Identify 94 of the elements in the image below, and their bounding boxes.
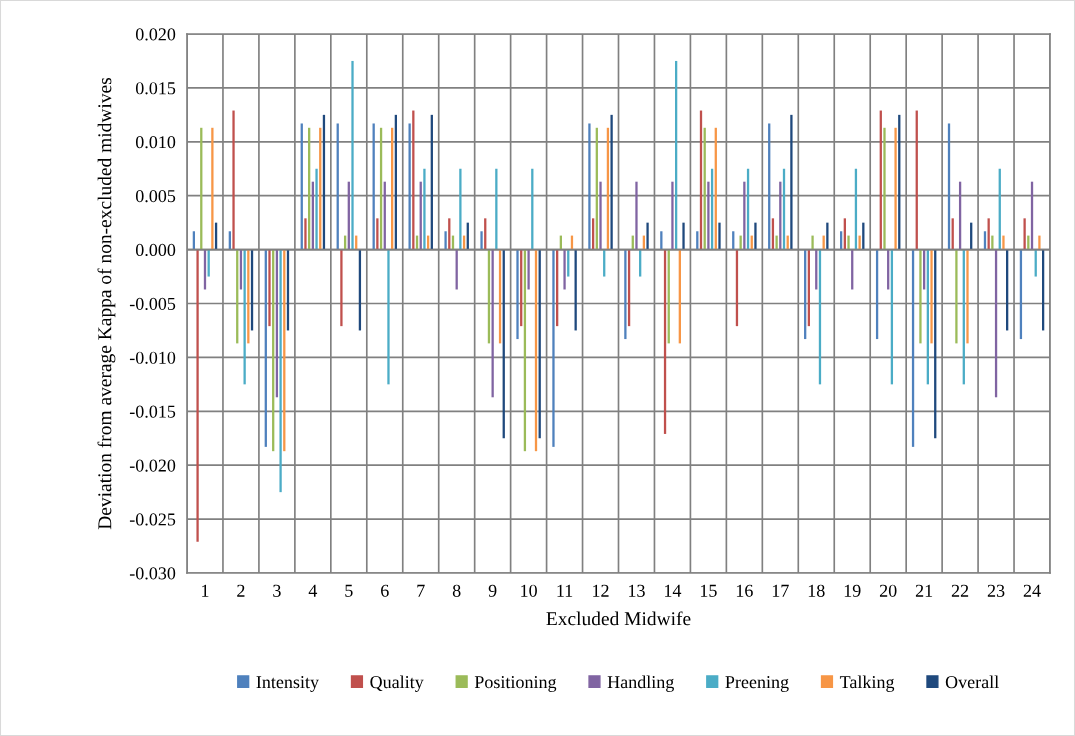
x-tick-label: 11 bbox=[557, 584, 573, 597]
bar bbox=[491, 249, 494, 398]
x-tick-label: 23 bbox=[987, 584, 1005, 597]
bar bbox=[790, 114, 793, 250]
bar bbox=[387, 249, 390, 385]
bar bbox=[196, 249, 199, 542]
bar bbox=[351, 60, 354, 250]
bar bbox=[682, 222, 685, 250]
x-tick-label: 22 bbox=[951, 584, 969, 597]
y-axis-title: Deviation from average Kappa of non-excluded midwives bbox=[97, 77, 116, 530]
legend-label: Positioning bbox=[474, 676, 557, 692]
bar bbox=[646, 222, 649, 250]
y-tick-label: -0.030 bbox=[129, 567, 176, 580]
bar bbox=[811, 235, 814, 250]
bar bbox=[955, 249, 958, 344]
x-tick-label: 16 bbox=[736, 584, 753, 597]
y-tick-label: -0.015 bbox=[129, 405, 176, 418]
bar bbox=[480, 231, 483, 250]
bar bbox=[588, 123, 591, 250]
bar bbox=[775, 235, 778, 250]
x-tick-label: 5 bbox=[345, 584, 353, 597]
bar bbox=[894, 127, 897, 250]
x-tick-label: 19 bbox=[844, 584, 861, 597]
bar bbox=[444, 231, 447, 250]
bar bbox=[991, 235, 994, 250]
x-tick-label: 14 bbox=[665, 584, 682, 597]
x-tick-label: 15 bbox=[700, 584, 717, 597]
x-axis-title: Excluded Midwife bbox=[546, 611, 691, 626]
bar bbox=[243, 249, 246, 385]
bar bbox=[304, 218, 307, 250]
x-tick-label: 12 bbox=[593, 584, 609, 597]
x-tick-label: 1 bbox=[202, 584, 209, 597]
bar bbox=[1023, 218, 1026, 250]
y-tick-label: 0.015 bbox=[135, 82, 176, 95]
bar bbox=[516, 249, 519, 340]
legend-label: Quality bbox=[370, 675, 424, 692]
bar bbox=[671, 181, 674, 250]
bar bbox=[552, 249, 555, 447]
x-tick-label: 7 bbox=[417, 584, 425, 597]
x-tick-label: 2 bbox=[237, 584, 245, 597]
bar bbox=[459, 168, 462, 250]
x-tick-label: 9 bbox=[488, 584, 497, 597]
bar bbox=[743, 181, 746, 250]
bar bbox=[211, 127, 214, 250]
x-tick-label: 3 bbox=[273, 584, 281, 597]
x-tick-label: 24 bbox=[1023, 584, 1041, 597]
bar bbox=[340, 249, 343, 327]
bar bbox=[599, 181, 602, 250]
bar bbox=[1038, 235, 1041, 250]
bar bbox=[930, 249, 933, 344]
bar bbox=[610, 114, 613, 250]
y-tick-label: -0.025 bbox=[129, 513, 176, 526]
legend-label: Handling bbox=[607, 675, 674, 692]
bar bbox=[718, 222, 721, 250]
legend-label: Overall bbox=[945, 675, 999, 689]
bar bbox=[624, 249, 627, 340]
x-tick-label: 6 bbox=[381, 584, 389, 597]
bar bbox=[858, 235, 861, 250]
bar bbox=[268, 249, 271, 327]
x-tick-label: 21 bbox=[915, 584, 933, 597]
bar bbox=[1002, 235, 1005, 250]
bar bbox=[919, 249, 922, 344]
bar bbox=[376, 218, 379, 250]
x-tick-label: 8 bbox=[452, 584, 461, 597]
y-tick-label: -0.020 bbox=[129, 459, 176, 472]
bar bbox=[315, 168, 318, 250]
y-tick-label: 0.000 bbox=[135, 243, 176, 257]
y-tick-label: 0.005 bbox=[135, 189, 176, 203]
bar bbox=[635, 181, 638, 250]
bar bbox=[966, 249, 969, 344]
x-tick-label: 17 bbox=[772, 584, 789, 597]
bar bbox=[883, 127, 886, 250]
legend-label: Intensity bbox=[256, 676, 319, 692]
bar bbox=[232, 110, 235, 250]
y-tick-label: 0.010 bbox=[135, 136, 176, 149]
x-tick-label: 13 bbox=[629, 584, 645, 597]
bar bbox=[707, 181, 710, 250]
legend-label: Talking bbox=[839, 675, 895, 692]
bar bbox=[754, 222, 757, 250]
x-tick-label: 18 bbox=[808, 584, 825, 597]
legend-label: Preening bbox=[725, 676, 789, 692]
y-tick-label: -0.005 bbox=[129, 297, 176, 311]
bar bbox=[563, 249, 566, 290]
bar bbox=[527, 249, 530, 290]
y-tick-label: -0.010 bbox=[129, 351, 176, 364]
x-tick-label: 20 bbox=[879, 584, 897, 597]
bar bbox=[408, 123, 411, 250]
bar bbox=[279, 249, 282, 493]
y-tick-label: 0.020 bbox=[135, 28, 176, 41]
bar bbox=[847, 235, 850, 250]
x-tick-label: 10 bbox=[521, 584, 537, 597]
x-tick-label: 4 bbox=[308, 584, 318, 597]
bar bbox=[826, 222, 829, 250]
bar bbox=[423, 168, 426, 250]
